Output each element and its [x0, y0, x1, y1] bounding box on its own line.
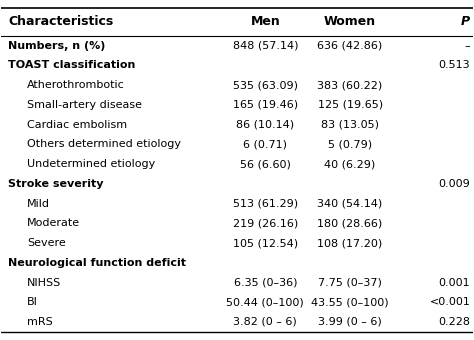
Text: 219 (26.16): 219 (26.16)	[233, 218, 298, 228]
Text: Small-artery disease: Small-artery disease	[27, 100, 142, 110]
Text: 180 (28.66): 180 (28.66)	[318, 218, 383, 228]
Text: 7.75 (0–37): 7.75 (0–37)	[318, 277, 382, 288]
Text: 125 (19.65): 125 (19.65)	[318, 100, 383, 110]
Text: 50.44 (0–100): 50.44 (0–100)	[227, 297, 304, 307]
Text: 383 (60.22): 383 (60.22)	[318, 80, 383, 90]
Text: 340 (54.14): 340 (54.14)	[318, 199, 383, 208]
Text: 636 (42.86): 636 (42.86)	[318, 41, 383, 51]
Text: NIHSS: NIHSS	[27, 277, 62, 288]
Text: Stroke severity: Stroke severity	[9, 179, 104, 189]
Text: 3.99 (0 – 6): 3.99 (0 – 6)	[318, 317, 382, 327]
Text: 0.001: 0.001	[438, 277, 470, 288]
Text: 848 (57.14): 848 (57.14)	[233, 41, 298, 51]
Text: 513 (61.29): 513 (61.29)	[233, 199, 298, 208]
Text: Neurological function deficit: Neurological function deficit	[9, 258, 186, 268]
Text: 105 (12.54): 105 (12.54)	[233, 238, 298, 248]
Text: 56 (6.60): 56 (6.60)	[240, 159, 291, 169]
Text: Numbers, n (%): Numbers, n (%)	[9, 41, 106, 51]
Text: BI: BI	[27, 297, 38, 307]
Text: 6.35 (0–36): 6.35 (0–36)	[234, 277, 297, 288]
Text: Atherothrombotic: Atherothrombotic	[27, 80, 125, 90]
Text: Undetermined etiology: Undetermined etiology	[27, 159, 155, 169]
Text: Severe: Severe	[27, 238, 66, 248]
Text: 83 (13.05): 83 (13.05)	[321, 120, 379, 130]
Text: Cardiac embolism: Cardiac embolism	[27, 120, 128, 130]
Text: 5 (0.79): 5 (0.79)	[328, 139, 372, 149]
Text: P: P	[461, 15, 470, 29]
Text: 43.55 (0–100): 43.55 (0–100)	[311, 297, 389, 307]
Text: Others determined etiology: Others determined etiology	[27, 139, 182, 149]
Text: –: –	[465, 41, 470, 51]
Text: 3.82 (0 – 6): 3.82 (0 – 6)	[233, 317, 297, 327]
Text: <0.001: <0.001	[429, 297, 470, 307]
Text: 165 (19.46): 165 (19.46)	[233, 100, 298, 110]
Text: Men: Men	[250, 15, 280, 29]
Text: 0.228: 0.228	[438, 317, 470, 327]
Text: 108 (17.20): 108 (17.20)	[318, 238, 383, 248]
Text: 535 (63.09): 535 (63.09)	[233, 80, 298, 90]
Text: Characteristics: Characteristics	[9, 15, 114, 29]
Text: 0.009: 0.009	[438, 179, 470, 189]
Text: Women: Women	[324, 15, 376, 29]
Text: 86 (10.14): 86 (10.14)	[236, 120, 294, 130]
Text: mRS: mRS	[27, 317, 53, 327]
Text: 6 (0.71): 6 (0.71)	[243, 139, 287, 149]
Text: 40 (6.29): 40 (6.29)	[325, 159, 376, 169]
Text: TOAST classification: TOAST classification	[9, 61, 136, 70]
Text: Moderate: Moderate	[27, 218, 81, 228]
Text: 0.513: 0.513	[438, 61, 470, 70]
Text: Mild: Mild	[27, 199, 50, 208]
